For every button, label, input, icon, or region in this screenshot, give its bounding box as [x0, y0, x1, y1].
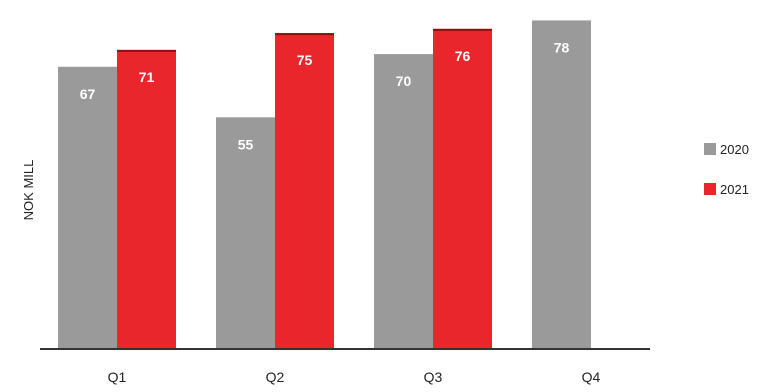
bar-q3-2020 [374, 54, 433, 349]
bar-q1-2020 [58, 66, 117, 349]
x-tick-q1: Q1 [108, 369, 127, 385]
y-axis-label: NOK MILL [21, 160, 36, 221]
x-tick-q4: Q4 [582, 369, 601, 385]
x-tick-labels: Q1 Q2 Q3 Q4 [108, 369, 601, 385]
x-tick-q3: Q3 [424, 369, 443, 385]
data-label-q2-2020: 55 [238, 136, 254, 152]
data-label-q1-2021: 71 [139, 69, 155, 85]
legend-swatch-2021 [704, 183, 716, 195]
data-label-q2-2021: 75 [297, 52, 313, 68]
data-label-q4-2020: 78 [554, 39, 570, 55]
bar-q2-2021 [275, 33, 334, 349]
x-tick-q2: Q2 [266, 369, 285, 385]
data-label-q3-2021: 76 [455, 48, 471, 64]
data-label-q1-2020: 67 [80, 86, 96, 102]
bar-q1-2021 [117, 49, 176, 349]
bar-q4-2020 [532, 20, 591, 350]
legend-label-2020: 2020 [720, 142, 749, 157]
legend: 2020 2021 [704, 142, 749, 197]
legend-label-2021: 2021 [720, 182, 749, 197]
data-label-q3-2020: 70 [396, 73, 412, 89]
legend-swatch-2020 [704, 143, 716, 155]
bar-q3-2021 [433, 28, 492, 349]
bar-q2-2020 [216, 117, 275, 349]
bars-layer: 67 71 55 75 70 76 78 [58, 20, 591, 350]
